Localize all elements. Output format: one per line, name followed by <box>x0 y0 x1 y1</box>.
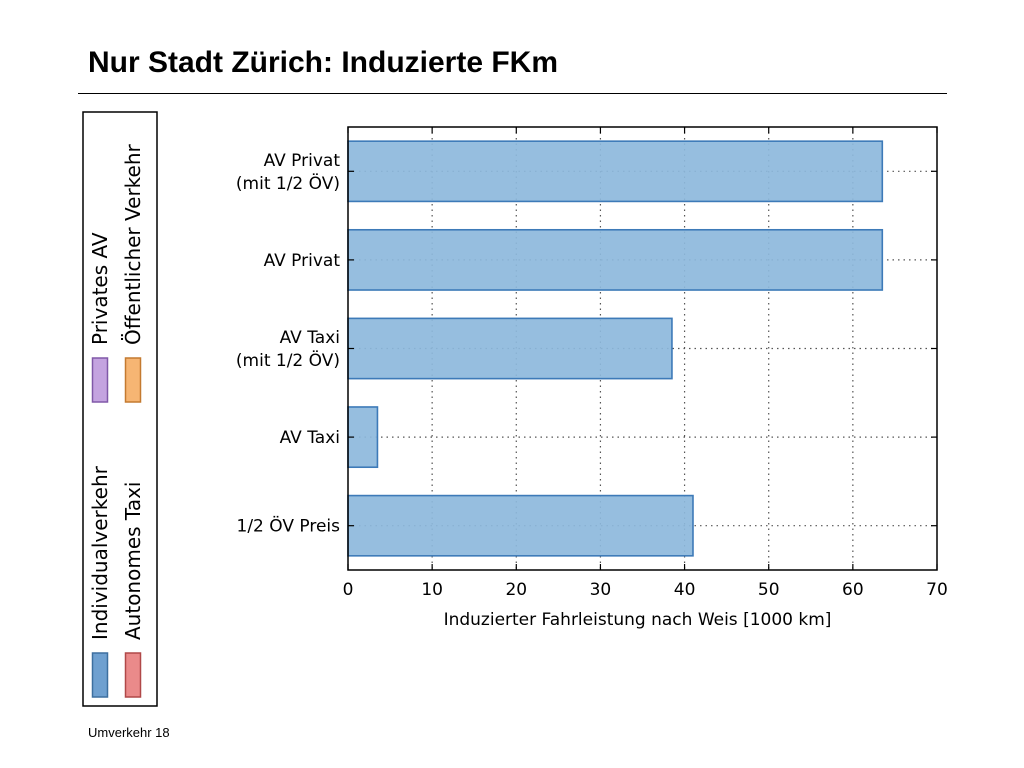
x-tick-label: 60 <box>842 580 864 600</box>
category-label-line: AV Privat <box>264 151 341 171</box>
x-tick-label: 0 <box>343 580 354 600</box>
legend: Individualverkehr Autonomes Taxi Privates … <box>82 111 158 707</box>
category-label: AV Taxi <box>280 428 340 448</box>
category-label-line: 1/2 ÖV Preis <box>237 515 341 537</box>
slide-footer: Umverkehr 18 <box>88 725 170 740</box>
legend-label: Individualverkehr <box>88 465 112 640</box>
legend-label: Privates AV <box>88 232 112 345</box>
legend-swatch <box>124 652 142 698</box>
title-divider <box>78 93 947 94</box>
category-label: 1/2 ÖV Preis <box>237 515 341 537</box>
category-label-line: AV Taxi <box>280 328 340 348</box>
category-label: AV Privat (mit 1/2 ÖV) <box>236 151 340 194</box>
legend-label: Autonomes Taxi <box>121 482 145 640</box>
x-tick-label: 30 <box>590 580 612 600</box>
bar <box>347 228 884 291</box>
category-label: AV Privat <box>264 251 341 271</box>
bar <box>347 317 673 380</box>
legend-label: Öffentlicher Verkehr <box>121 143 145 345</box>
category-label-line: (mit 1/2 ÖV) <box>236 172 340 194</box>
bar <box>347 140 884 203</box>
legend-swatch <box>91 357 109 403</box>
x-tick-label: 40 <box>674 580 696 600</box>
legend-swatch <box>124 357 142 403</box>
category-label-line: (mit 1/2 ÖV) <box>236 349 340 371</box>
legend-frame <box>82 111 158 707</box>
bars <box>347 140 884 557</box>
x-tick-label: 70 <box>926 580 948 600</box>
x-tick-label: 10 <box>421 580 443 600</box>
x-tick-label: 50 <box>758 580 780 600</box>
category-label-line: AV Privat <box>264 251 341 271</box>
category-label-line: AV Taxi <box>280 428 340 448</box>
x-tick-label: 20 <box>505 580 527 600</box>
x-axis-ticks: 0 10 20 30 40 50 60 70 <box>343 127 948 600</box>
x-axis-label: Induzierter Fahrleistung nach Weis [1000… <box>444 610 832 630</box>
bar <box>347 494 694 557</box>
slide-title: Nur Stadt Zürich: Induzierte FKm <box>88 46 559 79</box>
category-label: AV Taxi (mit 1/2 ÖV) <box>236 328 340 371</box>
legend-swatch <box>91 652 109 698</box>
